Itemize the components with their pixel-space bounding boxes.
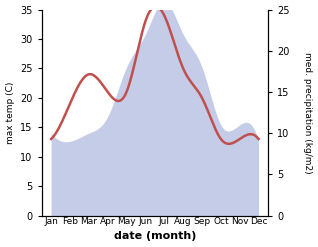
Y-axis label: med. precipitation (kg/m2): med. precipitation (kg/m2)	[303, 52, 313, 173]
X-axis label: date (month): date (month)	[114, 231, 196, 242]
Y-axis label: max temp (C): max temp (C)	[5, 81, 15, 144]
